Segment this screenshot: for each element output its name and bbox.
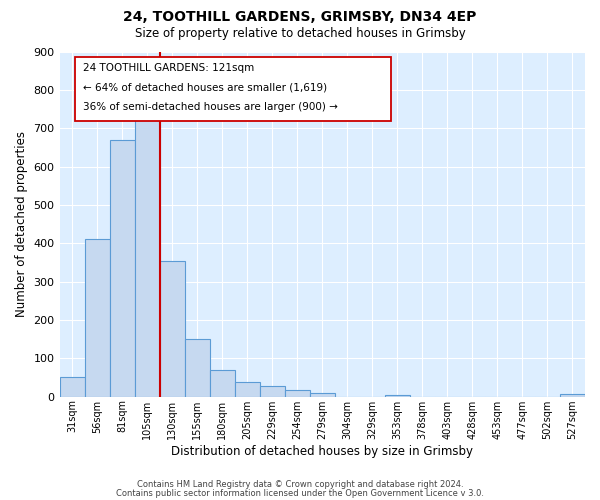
Bar <box>310 393 335 396</box>
Text: ← 64% of detached houses are smaller (1,619): ← 64% of detached houses are smaller (1,… <box>83 82 328 92</box>
Y-axis label: Number of detached properties: Number of detached properties <box>15 131 28 317</box>
Text: Contains HM Land Registry data © Crown copyright and database right 2024.: Contains HM Land Registry data © Crown c… <box>137 480 463 489</box>
Bar <box>185 339 209 396</box>
Bar <box>260 386 285 396</box>
Bar <box>110 140 134 396</box>
Text: 24, TOOTHILL GARDENS, GRIMSBY, DN34 4EP: 24, TOOTHILL GARDENS, GRIMSBY, DN34 4EP <box>124 10 476 24</box>
Text: Size of property relative to detached houses in Grimsby: Size of property relative to detached ho… <box>134 28 466 40</box>
Bar <box>385 394 410 396</box>
Bar <box>59 378 85 396</box>
Bar <box>160 260 185 396</box>
Bar <box>85 240 110 396</box>
Bar <box>209 370 235 396</box>
Bar <box>235 382 260 396</box>
Bar <box>285 390 310 396</box>
Text: Contains public sector information licensed under the Open Government Licence v : Contains public sector information licen… <box>116 488 484 498</box>
Text: 24 TOOTHILL GARDENS: 121sqm: 24 TOOTHILL GARDENS: 121sqm <box>83 63 254 73</box>
Bar <box>134 109 160 397</box>
X-axis label: Distribution of detached houses by size in Grimsby: Distribution of detached houses by size … <box>171 444 473 458</box>
FancyBboxPatch shape <box>76 56 391 120</box>
Text: 36% of semi-detached houses are larger (900) →: 36% of semi-detached houses are larger (… <box>83 102 338 112</box>
Bar <box>560 394 585 396</box>
